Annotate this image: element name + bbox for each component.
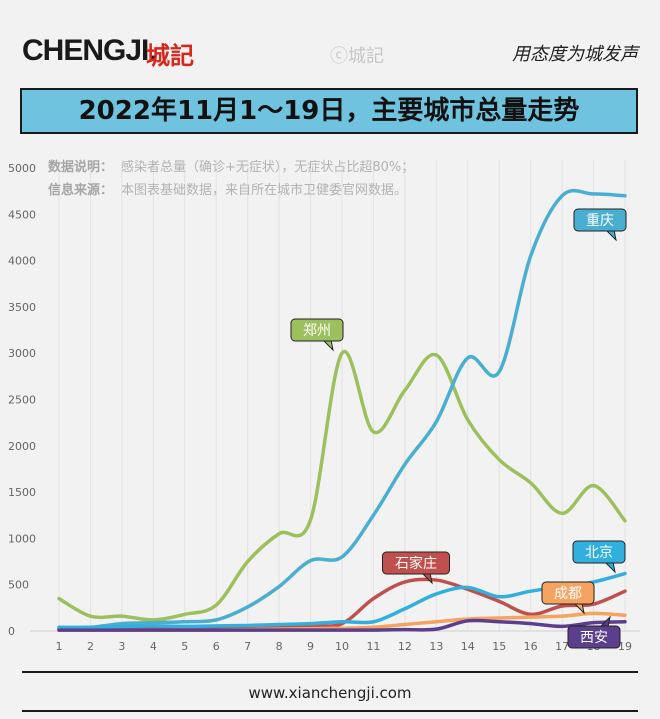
- note-text-2: 本图表基础数据，来自所在城市卫健委官网数据。: [121, 182, 407, 198]
- x-tick-label: 8: [276, 640, 283, 653]
- y-axis: 0 500 1000 1500 2000 2500 3000 3500 4000 4500 5000: [8, 162, 36, 638]
- label-box: [573, 208, 627, 232]
- x-tick-label: 16: [524, 640, 538, 653]
- y-tick-label: 2500: [8, 394, 36, 407]
- x-tick-label: 7: [244, 640, 251, 653]
- x-tick-label: 4: [150, 640, 157, 653]
- x-tick-label: 17: [555, 640, 569, 653]
- label-box: [572, 540, 626, 564]
- series-label-石家庄: 石家庄: [382, 551, 450, 585]
- brand-logo: CHENGJI.: [22, 34, 157, 67]
- series-label-北京: 北京: [572, 540, 626, 574]
- label-text: 重庆: [586, 213, 614, 229]
- label-text: 成都: [554, 586, 582, 602]
- series-label-重庆: 重庆: [573, 208, 627, 242]
- title-banner: 2022年11月1～19日，主要城市总量走势: [20, 88, 638, 134]
- y-tick-label: 5000: [8, 162, 36, 175]
- label-box: [290, 318, 344, 342]
- y-tick-label: 1500: [8, 486, 36, 499]
- x-tick-label: 19: [618, 640, 632, 653]
- y-tick-label: 3000: [8, 347, 36, 360]
- page-title: 2022年11月1～19日，主要城市总量走势: [78, 96, 580, 126]
- x-tick-label: 13: [429, 640, 443, 653]
- series-line: [57, 571, 627, 630]
- y-tick-label: 2000: [8, 440, 36, 453]
- series-label-西安: 西安: [567, 615, 621, 649]
- label-box: [382, 551, 450, 575]
- watermark-logo: ⓒ城記: [330, 46, 384, 67]
- x-axis: 12345678910111213141516171819: [56, 640, 633, 653]
- note-label-2: 信息来源：: [48, 182, 113, 198]
- y-tick-label: 4500: [8, 208, 36, 221]
- note-text-1: 感染者总量（确诊+无症状），无症状占比超80%；: [121, 159, 414, 175]
- header-bar: CHENGJI. 城記 ⓒ城記 用态度为城发声: [0, 0, 660, 80]
- series-line: [57, 618, 627, 632]
- x-tick-label: 3: [118, 640, 125, 653]
- chart-grid: [30, 160, 640, 632]
- series-label-成都: 成都: [541, 581, 595, 615]
- y-tick-label: 4000: [8, 255, 36, 268]
- y-tick-label: 0: [8, 625, 15, 638]
- x-tick-label: 5: [181, 640, 188, 653]
- chart-series: [57, 188, 627, 632]
- label-text: 石家庄: [395, 555, 437, 572]
- divider-bottom: [22, 710, 638, 712]
- note-label-1: 数据说明：: [48, 159, 113, 175]
- x-tick-label: 2: [87, 640, 94, 653]
- label-text: 北京: [585, 545, 613, 561]
- divider-top: [22, 671, 638, 673]
- x-tick-label: 15: [492, 640, 506, 653]
- label-text: 郑州: [303, 323, 331, 339]
- x-tick-label: 11: [366, 640, 380, 653]
- label-box: [567, 625, 621, 649]
- x-tick-label: 6: [213, 640, 220, 653]
- x-tick-label: 1: [56, 640, 63, 653]
- line-chart: 0 500 1000 1500 2000 2500 3000 3500 4000 4500 5000…: [8, 159, 640, 653]
- series-line: [57, 349, 627, 622]
- y-tick-label: 500: [8, 579, 29, 592]
- series-line: [57, 188, 627, 630]
- label-box: [541, 581, 595, 605]
- y-tick-label: 3500: [8, 301, 36, 314]
- x-tick-label: 12: [398, 640, 412, 653]
- series-label-郑州: 郑州: [290, 318, 344, 352]
- x-tick-label: 14: [461, 640, 475, 653]
- y-tick-label: 1000: [8, 532, 36, 545]
- label-text: 西安: [580, 630, 608, 646]
- footer-url: www.xianchengji.com: [248, 684, 412, 702]
- x-tick-label: 9: [307, 640, 314, 653]
- slogan: 用态度为城发声: [512, 44, 638, 65]
- brand-logo-cn: 城記: [146, 42, 194, 70]
- x-tick-label: 10: [335, 640, 349, 653]
